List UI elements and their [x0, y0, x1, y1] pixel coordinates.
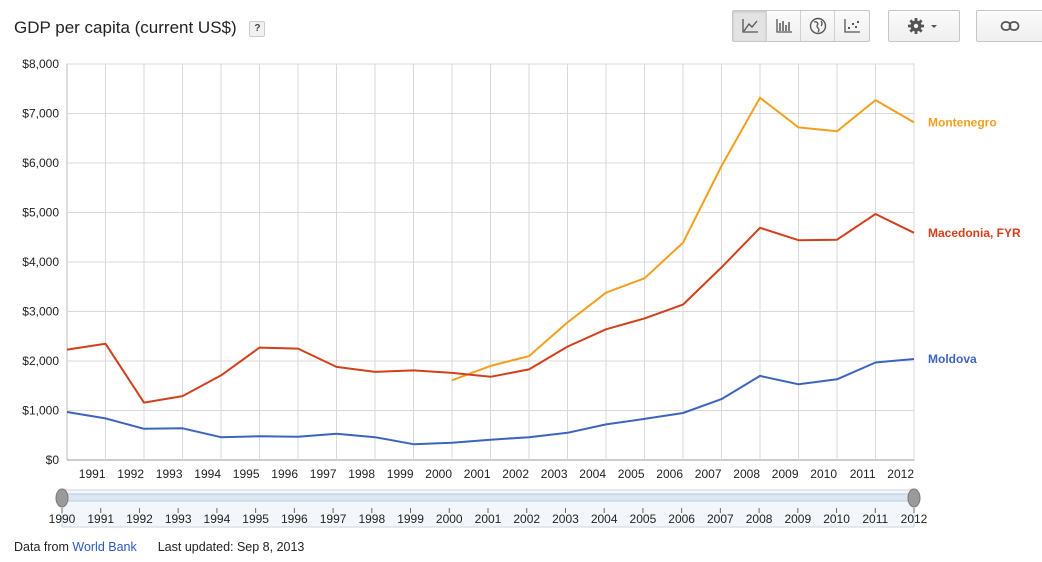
slider-year-label: 1998	[358, 512, 385, 526]
slider-year-label: 1993	[165, 512, 192, 526]
x-tick-label: 1996	[271, 467, 298, 481]
chart-series	[66, 96, 915, 446]
slider-year-label: 2004	[591, 512, 618, 526]
slider-year-label: 1991	[87, 512, 114, 526]
slider-year-label: 1990	[49, 512, 76, 526]
x-tick-label: 2010	[810, 467, 837, 481]
slider-year-label: 2000	[436, 512, 463, 526]
x-tick-label: 1998	[348, 467, 375, 481]
x-tick-label: 2003	[541, 467, 568, 481]
x-tick-label: 2005	[618, 467, 645, 481]
slider-year-label: 1996	[281, 512, 308, 526]
x-axis: 1991 1992 1993 1994 1995 1996 1997 1998 1999 2000…	[79, 467, 915, 481]
slider-start-handle[interactable]	[55, 488, 69, 508]
slider-year-label: 1992	[126, 512, 153, 526]
last-updated: Last updated: Sep 8, 2013	[157, 540, 305, 554]
bar-chart-icon[interactable]	[767, 11, 801, 41]
series-line	[451, 96, 915, 382]
y-axis: $0 $1,000 $2,000 $3,000 $4,000 $5,000 $6,000 $7…	[22, 57, 59, 467]
slider-year-label: 2010	[823, 512, 850, 526]
chart-title-text: GDP per capita (current US$)	[14, 18, 237, 37]
x-tick-label: 2011	[850, 467, 876, 481]
slider-year-label: 2009	[784, 512, 811, 526]
chart-grid	[66, 63, 915, 461]
chart-title: GDP per capita (current US$) ?	[14, 18, 266, 38]
scatter-icon[interactable]	[835, 11, 869, 41]
settings-menu[interactable]	[888, 10, 960, 42]
line-chart-icon[interactable]	[733, 11, 767, 41]
x-tick-label: 2001	[464, 467, 491, 481]
y-tick-label: $1,000	[22, 404, 59, 418]
slider-year-label: 2008	[746, 512, 773, 526]
x-tick-label: 2004	[579, 467, 606, 481]
x-tick-label: 2006	[656, 467, 683, 481]
share-link[interactable]	[976, 10, 1042, 42]
series-label: Macedonia, FYR	[928, 226, 1021, 240]
map-icon[interactable]	[801, 11, 835, 41]
slider-bar	[61, 493, 915, 502]
world-bank-link[interactable]: World Bank	[72, 540, 137, 554]
x-tick-label: 1994	[194, 467, 221, 481]
series-label: Montenegro	[928, 115, 997, 129]
source-prefix: Data from	[14, 540, 69, 554]
x-tick-label: 2002	[502, 467, 529, 481]
slider-year-label: 2003	[552, 512, 579, 526]
x-tick-label: 2007	[695, 467, 722, 481]
slider-year-label: 2012	[901, 512, 928, 526]
x-tick-label: 1993	[156, 467, 183, 481]
time-slider: 1990 1991 1992 1993 1994 1995 1996 1997 1998 1999…	[49, 488, 928, 528]
x-tick-label: 2000	[425, 467, 452, 481]
series-line	[66, 213, 915, 404]
x-tick-label: 2012	[887, 467, 914, 481]
settings-button[interactable]	[889, 11, 959, 41]
x-tick-label: 2008	[733, 467, 760, 481]
line-chart: $0 $1,000 $2,000 $3,000 $4,000 $5,000 $6,000 $7…	[22, 57, 1021, 528]
y-tick-label: $0	[46, 453, 60, 467]
series-line	[66, 358, 915, 446]
slider-year-label: 2007	[707, 512, 734, 526]
slider-year-label: 2011	[862, 512, 888, 526]
footer: Data from World Bank Last updated: Sep 8…	[14, 540, 304, 554]
y-tick-label: $8,000	[22, 57, 59, 71]
y-tick-label: $2,000	[22, 354, 59, 368]
series-label: Moldova	[928, 352, 977, 366]
chart-type-toolbar	[732, 10, 870, 42]
x-tick-label: 1991	[79, 467, 106, 481]
y-tick-label: $6,000	[22, 156, 59, 170]
slider-year-label: 2001	[475, 512, 502, 526]
y-tick-label: $5,000	[22, 206, 59, 220]
slider-year-label: 1999	[397, 512, 424, 526]
link-icon	[1000, 21, 1020, 31]
slider-end-handle[interactable]	[907, 488, 921, 508]
y-tick-label: $4,000	[22, 255, 59, 269]
x-tick-label: 1997	[310, 467, 337, 481]
slider-year-label: 2005	[630, 512, 657, 526]
slider-year-label: 1995	[242, 512, 269, 526]
chart-legend: Montenegro Macedonia, FYR Moldova	[928, 115, 1021, 366]
slider-year-label: 1997	[320, 512, 347, 526]
y-tick-label: $3,000	[22, 305, 59, 319]
chevron-down-icon	[931, 25, 937, 28]
x-tick-label: 2009	[772, 467, 799, 481]
x-tick-label: 1992	[117, 467, 144, 481]
help-button[interactable]: ?	[249, 20, 266, 37]
x-tick-label: 1995	[233, 467, 260, 481]
gear-icon	[908, 18, 924, 34]
link-button[interactable]	[977, 11, 1042, 41]
x-tick-label: 1999	[387, 467, 414, 481]
slider-year-label: 2002	[513, 512, 540, 526]
slider-year-label: 2006	[668, 512, 695, 526]
y-tick-label: $7,000	[22, 107, 59, 121]
slider-year-label: 1994	[204, 512, 231, 526]
